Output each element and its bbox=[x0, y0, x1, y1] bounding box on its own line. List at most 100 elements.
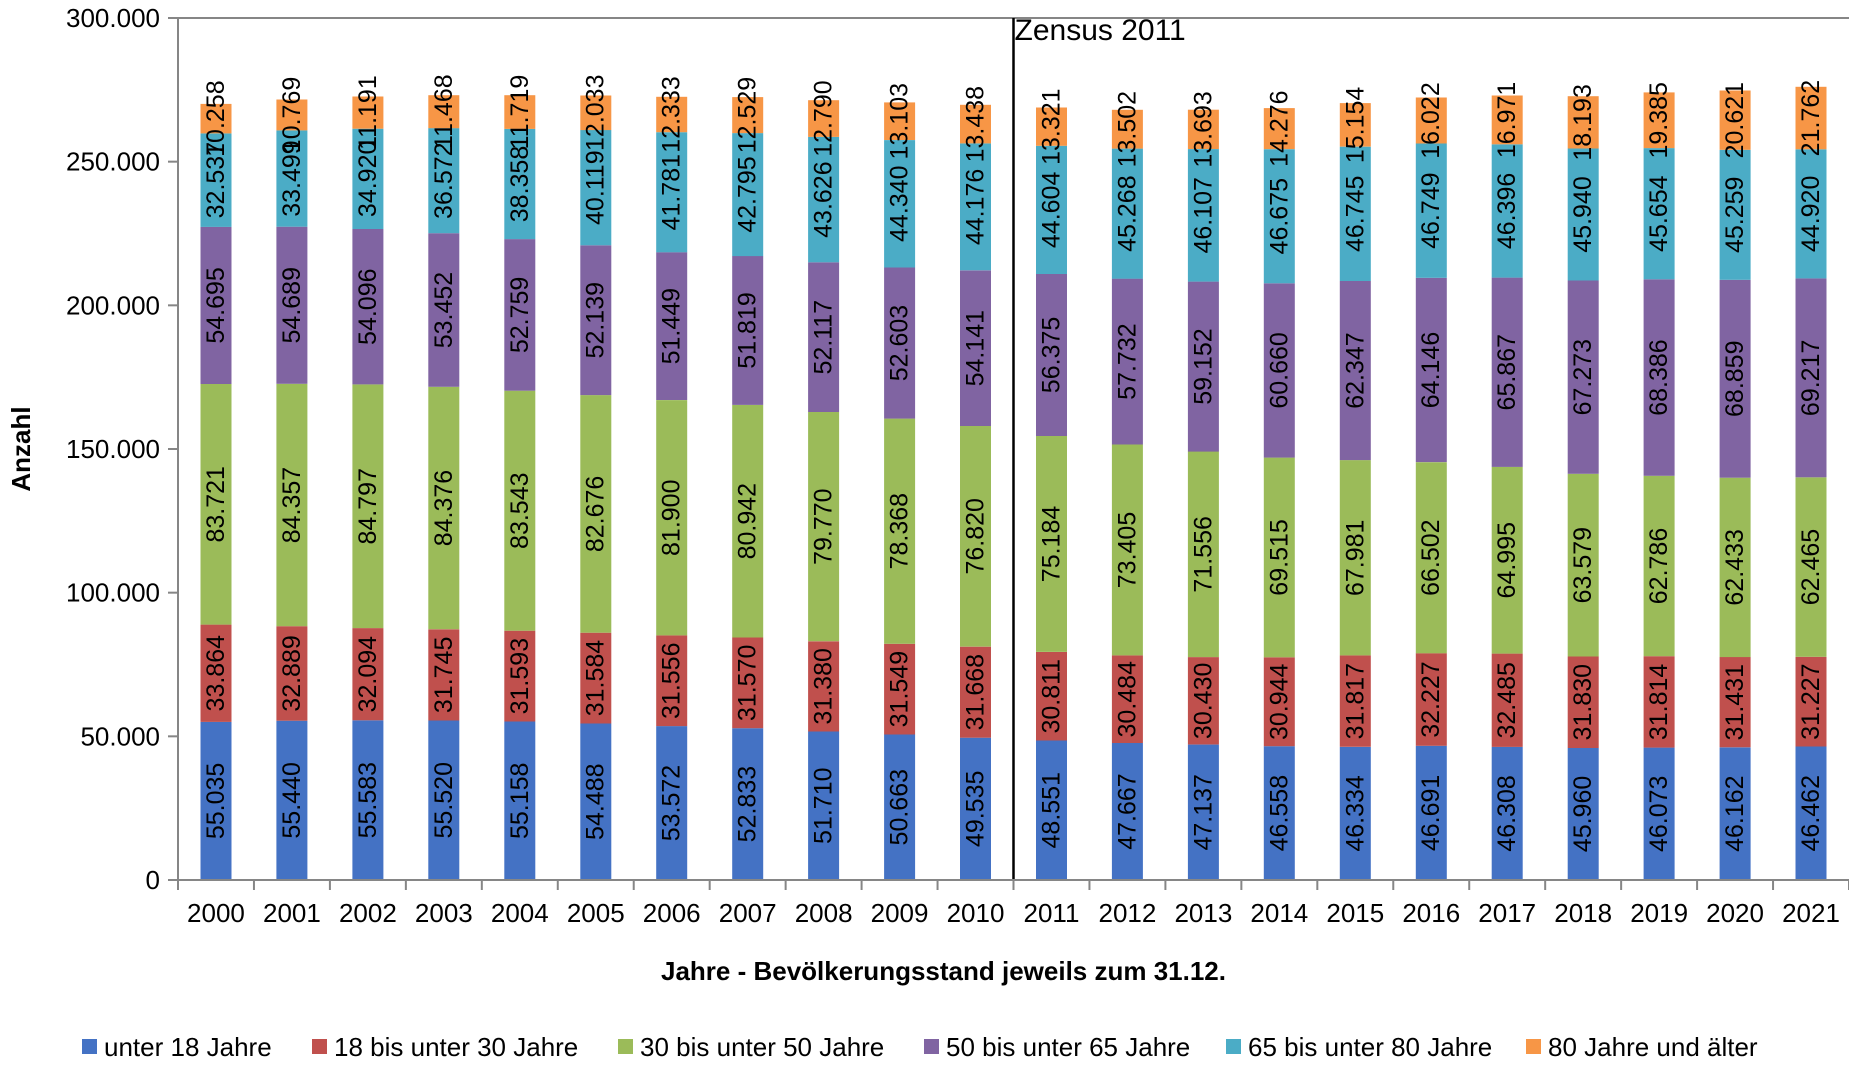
data-label: 13.103 bbox=[886, 83, 914, 159]
bar-segment bbox=[504, 630, 536, 722]
legend-label: 50 bis unter 65 Jahre bbox=[946, 1032, 1190, 1062]
data-label: 31.584 bbox=[582, 640, 610, 717]
data-label: 64.995 bbox=[1493, 522, 1521, 598]
legend-label: unter 18 Jahre bbox=[104, 1032, 272, 1062]
x-tick-label: 2011 bbox=[1024, 898, 1080, 928]
bar-segment bbox=[276, 130, 308, 227]
bar-segment bbox=[808, 136, 840, 263]
bar-segment bbox=[656, 132, 688, 253]
bar-segment bbox=[1491, 277, 1523, 467]
data-label: 30.944 bbox=[1265, 663, 1293, 740]
data-label: 49.535 bbox=[962, 771, 990, 847]
bar-segment bbox=[732, 133, 764, 257]
data-label: 83.543 bbox=[506, 472, 534, 548]
data-label: 84.797 bbox=[354, 468, 382, 544]
data-label: 42.795 bbox=[734, 156, 762, 232]
data-label: 68.386 bbox=[1645, 339, 1673, 415]
data-label: 31.431 bbox=[1721, 664, 1749, 740]
x-tick-label: 2020 bbox=[1706, 898, 1764, 928]
data-label: 75.184 bbox=[1037, 506, 1065, 583]
data-label: 48.551 bbox=[1037, 772, 1065, 848]
data-label: 55.440 bbox=[278, 762, 306, 838]
data-label: 54.689 bbox=[278, 267, 306, 343]
bar-segment bbox=[732, 637, 764, 729]
bar-segment bbox=[580, 245, 612, 396]
bar-segment bbox=[1795, 746, 1827, 880]
data-label: 12.790 bbox=[810, 80, 838, 156]
data-label: 55.035 bbox=[202, 763, 230, 839]
bar-segment bbox=[428, 629, 460, 721]
data-label: 45.654 bbox=[1645, 175, 1673, 252]
legend: unter 18 Jahre 18 bis unter 30 Jahre 30 bi… bbox=[82, 1032, 1758, 1062]
zensus-annotation: Zensus 2011 bbox=[1015, 14, 1186, 47]
y-tick-label: 0 bbox=[146, 865, 160, 895]
bar-segment bbox=[276, 626, 308, 721]
data-label: 46.396 bbox=[1493, 173, 1521, 249]
data-label: 45.268 bbox=[1113, 175, 1141, 251]
bar-segment bbox=[352, 720, 384, 880]
data-label: 84.376 bbox=[430, 470, 458, 546]
data-label: 67.273 bbox=[1569, 339, 1597, 415]
bar-segment bbox=[656, 96, 688, 133]
bar-segment bbox=[580, 723, 612, 880]
data-label: 45.259 bbox=[1721, 177, 1749, 253]
bar-segment bbox=[1491, 144, 1523, 278]
x-tick-label: 2006 bbox=[643, 898, 701, 928]
data-label: 53.452 bbox=[430, 272, 458, 348]
x-tick-label: 2003 bbox=[415, 898, 473, 928]
data-label: 12.529 bbox=[734, 77, 762, 153]
bar-segment bbox=[1187, 149, 1219, 282]
x-tick-label: 2002 bbox=[339, 898, 397, 928]
legend-swatch bbox=[82, 1039, 97, 1054]
x-tick-label: 2009 bbox=[871, 898, 929, 928]
x-tick-label: 2016 bbox=[1402, 898, 1460, 928]
bar-segment bbox=[1187, 451, 1219, 658]
bar-segment bbox=[1415, 745, 1447, 880]
bar-segment bbox=[884, 734, 916, 880]
data-label: 79.770 bbox=[810, 488, 838, 564]
bar-segment bbox=[960, 143, 991, 271]
bar-segment bbox=[352, 96, 384, 129]
data-label: 54.488 bbox=[582, 763, 610, 839]
x-tick-label: 2015 bbox=[1326, 898, 1384, 928]
data-label: 69.515 bbox=[1265, 519, 1293, 595]
legend-swatch bbox=[312, 1039, 327, 1054]
data-label: 44.920 bbox=[1797, 176, 1825, 252]
x-tick-label: 2019 bbox=[1630, 898, 1688, 928]
data-label: 46.691 bbox=[1417, 775, 1445, 851]
x-tick-label: 2008 bbox=[795, 898, 853, 928]
y-tick-label: 50.000 bbox=[80, 721, 160, 751]
bar-segment bbox=[200, 624, 232, 722]
legend-label: 18 bis unter 30 Jahre bbox=[334, 1032, 578, 1062]
bar-segment bbox=[352, 128, 384, 229]
bar-segment bbox=[884, 140, 916, 268]
legend-label: 65 bis unter 80 Jahre bbox=[1248, 1032, 1492, 1062]
data-label: 20.621 bbox=[1721, 82, 1749, 158]
bar-segment bbox=[504, 721, 536, 880]
data-label: 10.769 bbox=[278, 77, 306, 153]
bar-segment bbox=[1491, 95, 1523, 145]
x-tick-label: 2001 bbox=[263, 898, 321, 928]
bar-segment bbox=[1187, 281, 1219, 452]
bar-segment bbox=[1719, 477, 1751, 658]
bar-segment bbox=[1187, 744, 1219, 880]
data-label: 12.033 bbox=[582, 75, 610, 151]
legend-item: 18 bis unter 30 Jahre bbox=[312, 1032, 578, 1062]
bar-segment bbox=[808, 731, 840, 880]
data-label: 83.721 bbox=[202, 466, 230, 542]
bar-segment bbox=[352, 628, 384, 721]
bar-segment bbox=[808, 412, 840, 642]
y-axis-title: Anzahl bbox=[6, 406, 36, 491]
x-tick-label: 2004 bbox=[491, 898, 549, 928]
bar-segment bbox=[1643, 475, 1675, 657]
data-label: 41.781 bbox=[658, 154, 686, 230]
bar-segment bbox=[1111, 278, 1143, 445]
bar-segment bbox=[428, 128, 460, 234]
legend-swatch bbox=[924, 1039, 939, 1054]
data-label: 53.572 bbox=[658, 765, 686, 841]
bar-segment bbox=[1339, 655, 1371, 747]
bar-segment bbox=[1567, 148, 1599, 281]
bar-segment bbox=[1567, 96, 1599, 149]
bar-segment bbox=[1339, 281, 1371, 461]
